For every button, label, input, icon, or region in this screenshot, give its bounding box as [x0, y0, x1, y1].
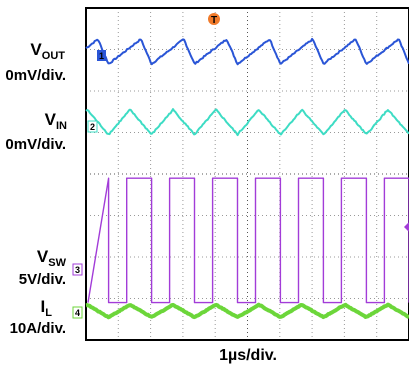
right-edge-marker: [404, 222, 409, 232]
channel-marker-1-label: 1: [99, 51, 104, 61]
vin-label: VIN: [45, 110, 67, 132]
series-vin-trace: [85, 108, 409, 137]
vsw-scale: 5V/div.: [19, 271, 66, 288]
series-il-trace: [85, 302, 409, 320]
vout-label: VOUT: [30, 40, 65, 62]
channel-marker-4-label: 4: [75, 308, 80, 318]
channel-marker-3-label: 3: [75, 265, 80, 275]
series-vout-trace: [85, 37, 409, 66]
trigger-marker-label: T: [211, 15, 217, 26]
plot-frame: [85, 7, 409, 341]
vsw-label: VSW: [37, 247, 67, 269]
channel-marker-2-label: 2: [90, 122, 95, 132]
il-scale: 10A/div.: [10, 320, 66, 337]
vout-scale: 0mV/div.: [5, 67, 66, 84]
channel-marker-1: 1: [97, 50, 106, 61]
channel-marker-2: 2: [87, 120, 98, 133]
x-axis-label: 1µs/div.: [219, 347, 277, 364]
channel-marker-4: 4: [72, 306, 83, 319]
trigger-marker: T: [208, 13, 220, 26]
traces: [85, 37, 409, 320]
channel-marker-3: 3: [72, 263, 83, 276]
il-label: IL: [41, 297, 53, 319]
vin-scale: 0mV/div.: [5, 136, 66, 153]
series-vsw-trace: [87, 177, 409, 304]
